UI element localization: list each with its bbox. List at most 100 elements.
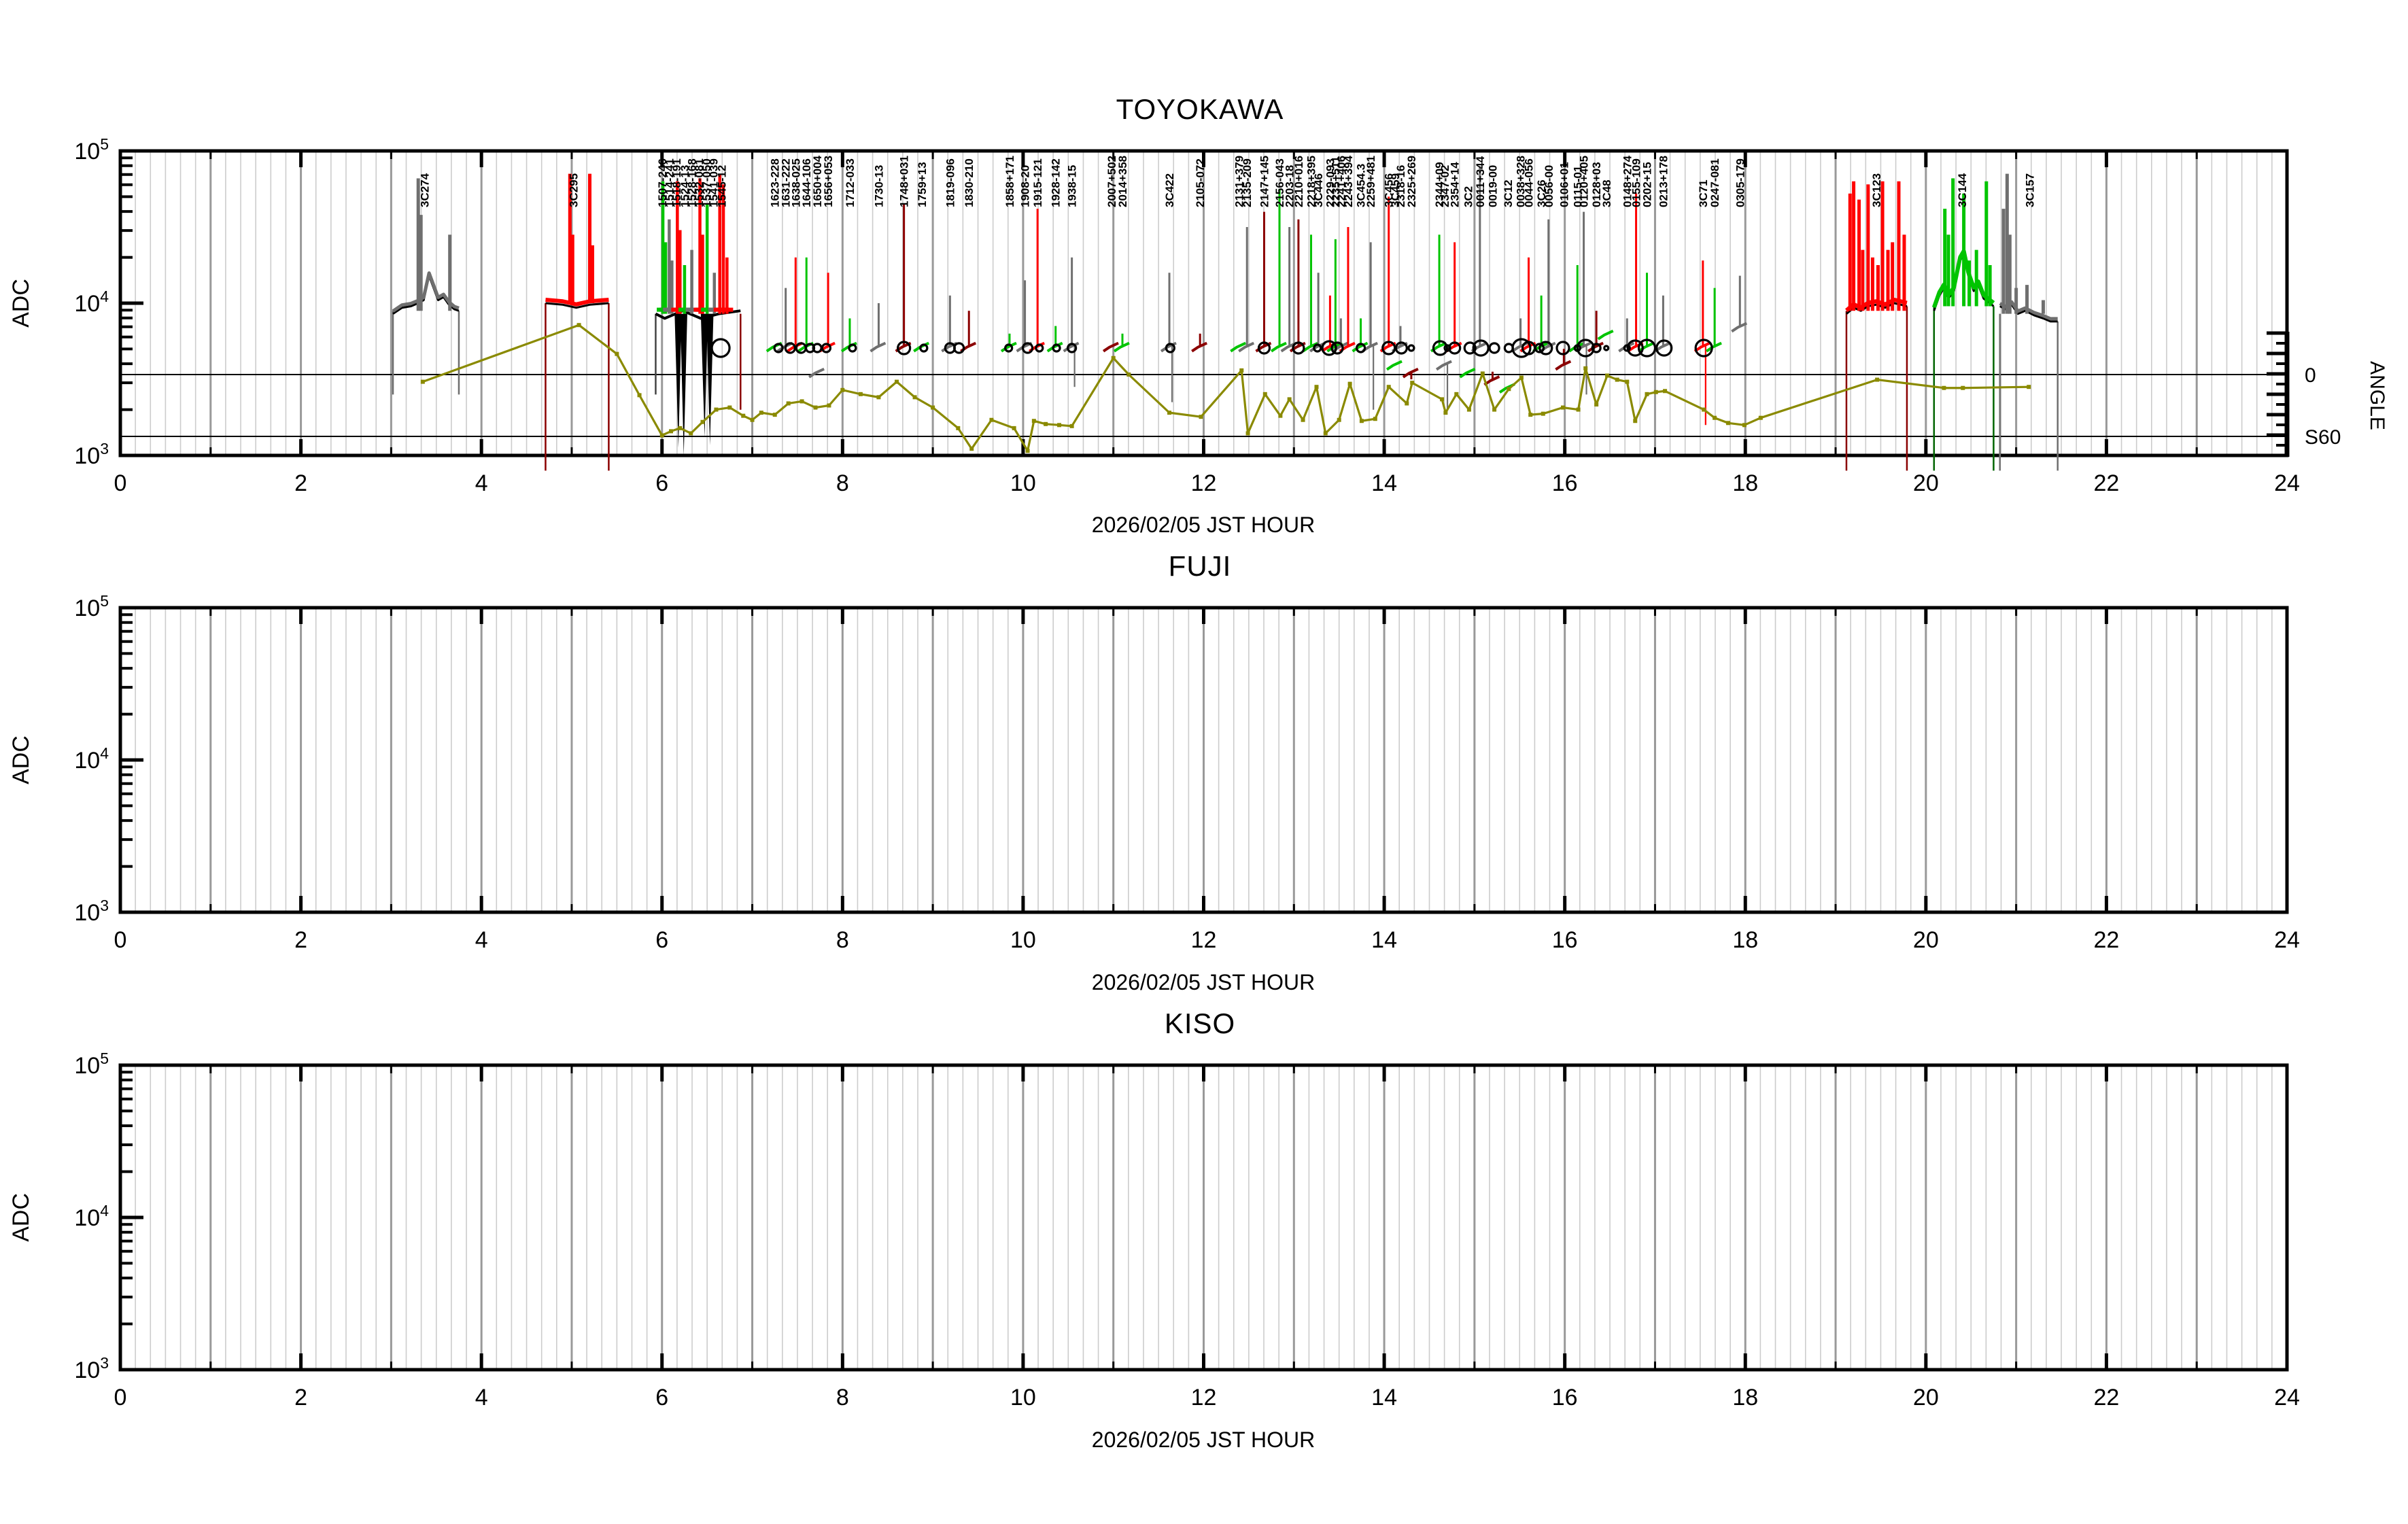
angle-point <box>772 413 777 417</box>
flux-circle <box>1067 343 1078 353</box>
source-label: 0120+405 <box>1578 156 1591 207</box>
source-label: 1830-210 <box>963 158 976 207</box>
x-tick-label: 16 <box>1552 470 1578 496</box>
y-tick-label: 105 <box>74 135 109 164</box>
source-mark <box>1000 341 1017 353</box>
angle-point <box>858 392 863 396</box>
source-label: 2347-02 <box>1439 165 1451 207</box>
flux-circle <box>1538 341 1553 356</box>
flux-circle <box>1355 343 1366 353</box>
source-label: 3C48 <box>1600 179 1613 207</box>
source-label: 0011+344 <box>1474 156 1487 207</box>
x-tick-label: 24 <box>2274 927 2300 953</box>
flux-circle <box>1694 339 1713 358</box>
flux-circle <box>1576 339 1595 358</box>
angle-point <box>1713 415 1717 420</box>
flux-circle <box>1603 345 1610 351</box>
source-mark <box>1238 341 1255 353</box>
x-tick-label: 8 <box>836 927 849 953</box>
source-label: 1507-246 <box>656 158 669 207</box>
flux-circle <box>1626 339 1644 357</box>
source-label: 1537-050 <box>700 158 713 207</box>
x-tick-label: 18 <box>1732 470 1758 496</box>
x-tick-label: 0 <box>114 927 127 953</box>
angle-point <box>1663 389 1668 394</box>
source-label: 2259+481 <box>1364 156 1377 207</box>
angle-point <box>1454 392 1459 396</box>
flux-circles <box>710 338 1713 358</box>
source-label: 1656+053 <box>822 156 835 207</box>
flux-circle <box>1488 342 1500 354</box>
angle-point <box>840 387 845 392</box>
source-label: 0019-00 <box>1486 165 1499 207</box>
x-tick-label: 14 <box>1371 1385 1397 1410</box>
source-label: 3C446 <box>1312 173 1325 207</box>
angle-point <box>1069 423 1074 428</box>
y-tick-label: 104 <box>74 744 109 774</box>
source-mark <box>1191 341 1208 353</box>
flux-circle <box>1330 341 1344 355</box>
source-label: 2318-16 <box>1394 165 1407 207</box>
y-tick-label: 105 <box>74 592 109 621</box>
x-tick-label: 4 <box>475 1385 488 1410</box>
angle-point <box>669 429 674 434</box>
x-tick-label: 6 <box>655 470 668 496</box>
source-label: 2354+14 <box>1449 162 1462 207</box>
source-label: 0155-109 <box>1630 158 1643 207</box>
flux-circle <box>919 343 929 353</box>
source-label: 0106+01 <box>1558 162 1570 207</box>
flux-circle <box>1534 343 1545 353</box>
angle-point <box>1633 419 1638 423</box>
x-tick-label: 12 <box>1191 470 1217 496</box>
x-tick-label: 24 <box>2274 1385 2300 1410</box>
flux-circle <box>1021 342 1034 354</box>
flux-circle <box>1472 339 1490 357</box>
x-tick-label: 0 <box>114 470 127 496</box>
source-label: 1532-081 <box>693 158 706 207</box>
y-tick-label: 104 <box>74 288 109 317</box>
source-label: 1712-033 <box>844 158 857 207</box>
y-axis-label: ADC <box>8 735 34 784</box>
source-label: 1524-13 <box>678 165 691 207</box>
angle-point <box>1519 375 1524 380</box>
angle-point <box>1942 385 1946 390</box>
x-tick-label: 22 <box>2094 927 2120 953</box>
angle-tick-label-0: 0 <box>2305 364 2316 387</box>
source-mark <box>808 367 825 379</box>
x-tick-label: 22 <box>2094 470 2120 496</box>
source-label: 1730-13 <box>872 165 885 207</box>
source-label: 2210+016 <box>1292 156 1305 207</box>
source-labels: 3C274 3C295 1507-2461514-2411518-1911524-1… <box>419 155 2037 207</box>
source-label: 0056-00 <box>1543 165 1555 207</box>
flux-circle <box>821 343 832 353</box>
source-label: 0202+15 <box>1641 162 1654 207</box>
x-tick-label: 10 <box>1010 927 1036 953</box>
source-label: 1623-228 <box>769 158 782 207</box>
source-mark <box>1638 341 1655 353</box>
angle-point <box>1287 397 1292 402</box>
angle-point <box>1031 419 1036 423</box>
source-label: 1528-168 <box>686 158 699 207</box>
source-label: 1541-039 <box>707 158 720 207</box>
angle-point <box>2027 385 2031 389</box>
source-mark <box>1597 329 1614 341</box>
angle-point <box>1025 449 1030 453</box>
angle-point <box>1278 413 1283 418</box>
x-tick-label: 6 <box>655 1385 668 1410</box>
angle-point <box>637 393 642 398</box>
angle-trace <box>420 323 2031 453</box>
source-mark <box>1352 341 1369 353</box>
source-label: 0115-01 <box>1571 166 1584 207</box>
x-tick-label: 10 <box>1010 470 1036 496</box>
source-label: 0305-179 <box>1734 158 1747 207</box>
angle-point <box>1199 415 1203 419</box>
x-tick-label: 16 <box>1552 1385 1578 1410</box>
scan-traces <box>392 173 2059 471</box>
flux-circle <box>1394 341 1408 355</box>
source-mark <box>870 341 887 353</box>
angle-axis-label: ANGLE <box>2366 361 2388 430</box>
angle-line <box>422 324 2029 452</box>
